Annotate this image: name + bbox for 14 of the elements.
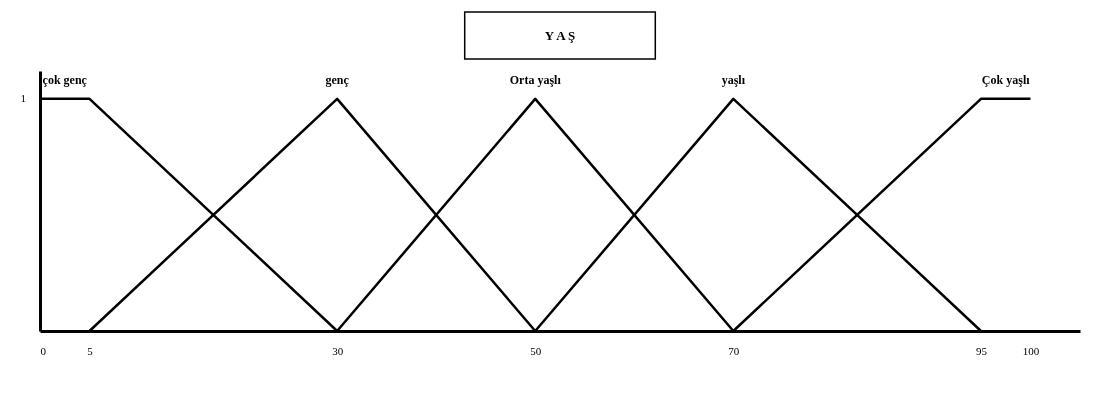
chart-title: Y A Ş — [544, 28, 576, 43]
series-label: Orta yaşlı — [509, 72, 562, 87]
x-tick-label: 95 — [975, 344, 988, 357]
x-tick-label: 30 — [332, 344, 344, 357]
x-tick-label: 5 — [87, 344, 94, 357]
text: 1 — [20, 91, 26, 104]
series-label: genç — [325, 72, 350, 87]
x-tick-label: 100 — [1022, 344, 1040, 357]
series-label: çok genç — [42, 72, 88, 87]
series-label: yaşlı — [721, 72, 746, 87]
x-tick-label: 70 — [728, 344, 740, 357]
series-label: Çok yaşlı — [981, 72, 1031, 87]
x-tick-label: 50 — [530, 344, 542, 357]
x-tick-label: 0 — [40, 344, 47, 357]
